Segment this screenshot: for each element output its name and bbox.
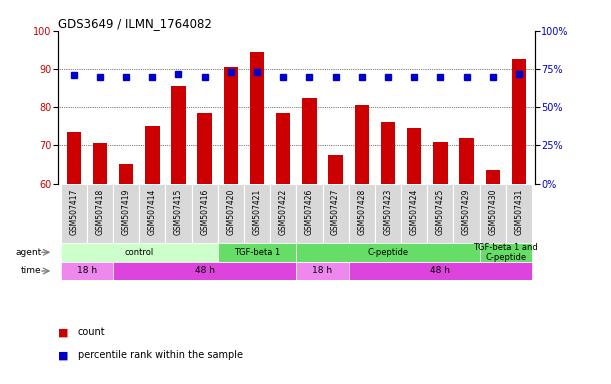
Text: ■: ■ <box>58 327 68 337</box>
FancyBboxPatch shape <box>480 243 532 262</box>
FancyBboxPatch shape <box>427 184 453 243</box>
Text: GSM507425: GSM507425 <box>436 189 445 235</box>
FancyBboxPatch shape <box>113 262 296 280</box>
Text: GSM507414: GSM507414 <box>148 189 157 235</box>
FancyBboxPatch shape <box>60 243 218 262</box>
Text: percentile rank within the sample: percentile rank within the sample <box>78 350 243 360</box>
FancyBboxPatch shape <box>270 184 296 243</box>
FancyBboxPatch shape <box>244 184 270 243</box>
Bar <box>250 52 264 184</box>
FancyBboxPatch shape <box>349 262 532 280</box>
Text: GSM507415: GSM507415 <box>174 189 183 235</box>
Text: 18 h: 18 h <box>77 266 97 275</box>
Text: GSM507416: GSM507416 <box>200 189 209 235</box>
Text: time: time <box>21 266 42 275</box>
FancyBboxPatch shape <box>323 184 349 243</box>
FancyBboxPatch shape <box>113 184 139 243</box>
Bar <box>276 113 290 184</box>
Text: count: count <box>78 327 105 337</box>
Text: TGF-beta 1 and
C-peptide: TGF-beta 1 and C-peptide <box>474 243 538 262</box>
Bar <box>486 170 500 184</box>
Text: GSM507418: GSM507418 <box>95 189 104 235</box>
FancyBboxPatch shape <box>453 184 480 243</box>
Text: GSM507429: GSM507429 <box>462 189 471 235</box>
FancyBboxPatch shape <box>480 184 506 243</box>
Text: GSM507430: GSM507430 <box>488 189 497 235</box>
Text: GSM507417: GSM507417 <box>69 189 78 235</box>
FancyBboxPatch shape <box>296 243 480 262</box>
Bar <box>511 60 526 184</box>
Bar <box>459 138 474 184</box>
FancyBboxPatch shape <box>192 184 218 243</box>
Bar <box>145 126 159 184</box>
FancyBboxPatch shape <box>218 184 244 243</box>
Bar <box>302 98 316 184</box>
Text: 48 h: 48 h <box>195 266 214 275</box>
Text: GSM507422: GSM507422 <box>279 189 288 235</box>
Bar <box>224 67 238 184</box>
FancyBboxPatch shape <box>375 184 401 243</box>
Text: GSM507420: GSM507420 <box>226 189 235 235</box>
Text: GSM507419: GSM507419 <box>122 189 131 235</box>
FancyBboxPatch shape <box>87 184 113 243</box>
Text: GSM507427: GSM507427 <box>331 189 340 235</box>
Text: control: control <box>125 248 154 257</box>
Text: C-peptide: C-peptide <box>367 248 409 257</box>
Bar <box>93 143 107 184</box>
Text: GSM507426: GSM507426 <box>305 189 314 235</box>
Text: 48 h: 48 h <box>430 266 450 275</box>
Bar <box>354 105 369 184</box>
FancyBboxPatch shape <box>296 262 349 280</box>
Bar <box>381 122 395 184</box>
Text: GSM507424: GSM507424 <box>409 189 419 235</box>
Text: 18 h: 18 h <box>312 266 332 275</box>
Bar <box>67 132 81 184</box>
Bar <box>197 113 212 184</box>
Text: GDS3649 / ILMN_1764082: GDS3649 / ILMN_1764082 <box>58 17 212 30</box>
Bar <box>171 86 186 184</box>
Bar <box>328 155 343 184</box>
Text: ■: ■ <box>58 350 68 360</box>
FancyBboxPatch shape <box>296 184 323 243</box>
FancyBboxPatch shape <box>166 184 192 243</box>
FancyBboxPatch shape <box>349 184 375 243</box>
FancyBboxPatch shape <box>60 184 87 243</box>
FancyBboxPatch shape <box>60 262 113 280</box>
Text: GSM507428: GSM507428 <box>357 189 367 235</box>
Text: GSM507421: GSM507421 <box>252 189 262 235</box>
Text: GSM507431: GSM507431 <box>514 189 524 235</box>
FancyBboxPatch shape <box>401 184 427 243</box>
Bar <box>407 128 422 184</box>
Bar <box>433 142 447 184</box>
Text: TGF-beta 1: TGF-beta 1 <box>234 248 280 257</box>
Bar <box>119 164 133 184</box>
FancyBboxPatch shape <box>506 184 532 243</box>
Text: GSM507423: GSM507423 <box>384 189 392 235</box>
FancyBboxPatch shape <box>139 184 166 243</box>
FancyBboxPatch shape <box>218 243 296 262</box>
Text: agent: agent <box>15 248 42 257</box>
